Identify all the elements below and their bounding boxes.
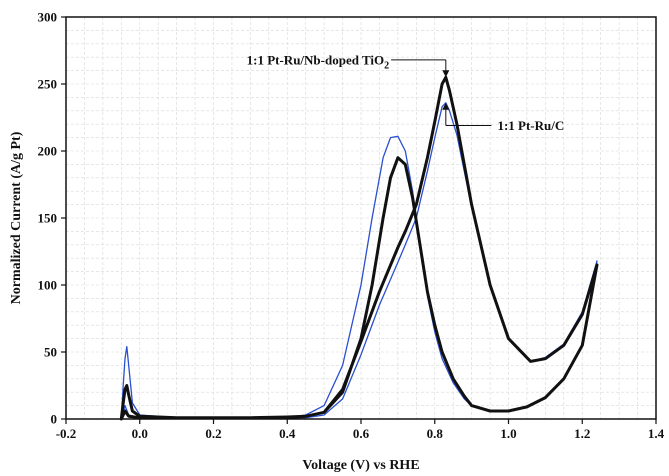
y-tick-label: 100 (38, 278, 58, 293)
y-tick-label: 50 (44, 345, 57, 360)
x-tick-label: 1.4 (648, 426, 665, 441)
x-tick-label: -0.2 (56, 426, 77, 441)
y-tick-label: 300 (38, 10, 58, 25)
x-axis-title: Voltage (V) vs RHE (302, 458, 419, 473)
series-pt-ru-nb-tio2-line (119, 75, 599, 421)
y-tick-label: 150 (38, 211, 58, 226)
x-tick-label: 0.4 (279, 426, 296, 441)
annotations: 1:1 Pt-Ru/Nb-doped TiO2 1:1 Pt-Ru/C (247, 52, 565, 133)
y-tick-label: 250 (38, 77, 58, 92)
series-layer (119, 75, 599, 421)
x-tick-label: 0.0 (132, 426, 148, 441)
axes: -0.2 0.0 0.2 0.4 0.6 0.8 1.0 1.2 1.4 0 50 100 150 200… (38, 10, 665, 442)
y-tick-label: 200 (38, 144, 58, 159)
x-tick-label: 0.2 (205, 426, 221, 441)
annotation-pt-ru-c: 1:1 Pt-Ru/C (497, 118, 564, 133)
y-tick-label: 0 (51, 412, 58, 427)
y-axis-title: Normalized Current (A/g Pt) (9, 131, 24, 304)
x-tick-label: 1.2 (574, 426, 590, 441)
x-tick-label: 0.8 (427, 426, 444, 441)
x-tick-label: 0.6 (353, 426, 370, 441)
annotation-pt-ru-nb-tio2: 1:1 Pt-Ru/Nb-doped TiO2 (247, 52, 390, 71)
annotation-arrowhead (442, 70, 450, 78)
gridlines (65, 16, 657, 420)
x-tick-label: 1.0 (500, 426, 516, 441)
annotation-arrowhead (442, 102, 450, 110)
